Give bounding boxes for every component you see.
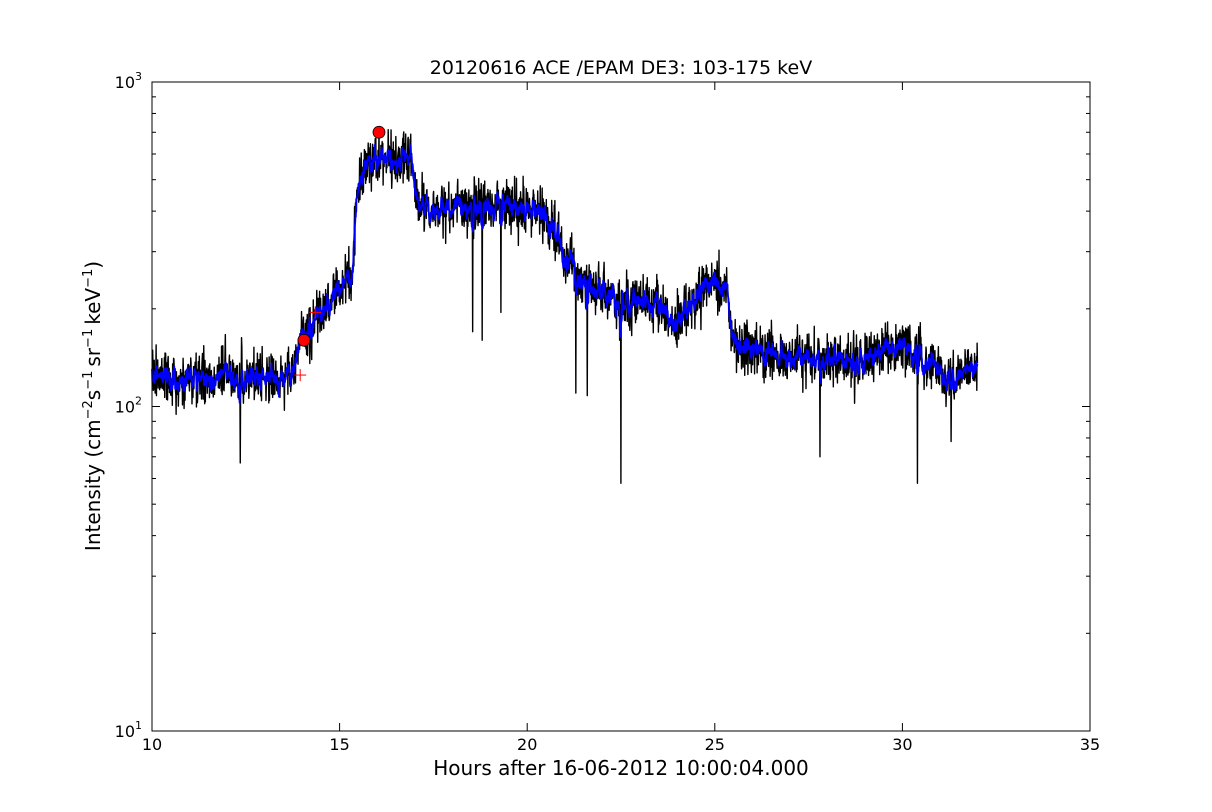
series-line-smoothed: [151, 144, 979, 404]
event-marker-plus-2: [294, 369, 307, 382]
y-label-exp2: −1: [81, 371, 96, 390]
x-tick-label: 15: [329, 735, 349, 754]
y-label-exp4: −1: [81, 269, 96, 288]
y-label-mid1: s: [81, 390, 105, 400]
y-tick-label-base: 10: [115, 73, 135, 92]
y-tick-label: 102: [115, 395, 142, 417]
x-tick-label: 25: [705, 735, 725, 754]
y-tick-label-exponent: 2: [135, 395, 142, 408]
y-axis-label: Intensity (cm−2s−1sr−1keV−1): [81, 261, 105, 551]
event-marker-circle-0: [372, 125, 386, 139]
marker-layer: [294, 125, 386, 382]
x-tick-label: 20: [517, 735, 537, 754]
y-tick-label: 101: [115, 719, 142, 741]
y-tick-label: 103: [115, 70, 142, 92]
x-axis-label: Hours after 16-06-2012 10:00:04.000: [433, 756, 809, 780]
y-label-exp1: −2: [81, 400, 96, 419]
y-label-mid3: keV: [81, 288, 105, 325]
tick-layer: [151, 81, 1091, 732]
y-tick-label-exponent: 3: [135, 70, 142, 83]
x-tick-label: 10: [142, 735, 162, 754]
event-marker-circle-1: [297, 333, 311, 347]
x-tick-label: 30: [892, 735, 912, 754]
y-tick-label-base: 10: [115, 722, 135, 741]
y-tick-label-exponent: 1: [135, 719, 142, 732]
y-tick-label-base: 10: [115, 398, 135, 417]
series-layer: [151, 128, 979, 484]
y-label-mid2: sr: [81, 347, 105, 366]
x-tick-label: 35: [1080, 735, 1100, 754]
y-label-exp3: −1: [81, 329, 96, 348]
chart-title: 20120616 ACE /EPAM DE3: 103-175 keV: [430, 57, 812, 79]
plot-area: [151, 81, 1091, 732]
event-marker-plus-3: [309, 306, 322, 319]
y-label-prefix: Intensity (cm: [81, 419, 105, 551]
y-label-suffix: ): [81, 261, 105, 269]
x-tick-labels: 10 15 20 25 30 35: [142, 735, 1100, 754]
